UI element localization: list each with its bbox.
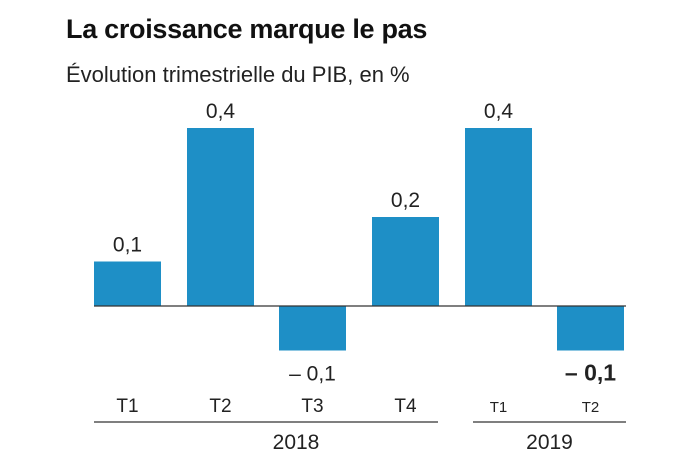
value-label-1: 0,1 (113, 234, 142, 257)
value-label-6: – 0,1 (565, 360, 616, 386)
category-label-2: T2 (209, 396, 231, 417)
bar-4 (372, 217, 439, 306)
chart-title: La croissance marque le pas (66, 14, 428, 44)
category-label-1: T1 (116, 396, 138, 417)
bar-5 (465, 128, 532, 306)
value-label-2: 0,4 (206, 100, 236, 123)
year-groups: 2018 2019 (94, 421, 626, 454)
group-label-2019: 2019 (526, 431, 573, 454)
bar-1 (94, 261, 161, 306)
category-label-3: T3 (301, 396, 323, 417)
bar-6 (557, 306, 624, 351)
group-label-2018: 2018 (273, 431, 320, 454)
value-label-5: 0,4 (484, 100, 514, 123)
value-label-3: – 0,1 (289, 363, 336, 386)
value-labels: 0,1 0,4 – 0,1 0,2 0,4 – 0,1 (113, 100, 616, 386)
chart-subtitle: Évolution trimestrielle du PIB, en % (66, 62, 410, 87)
category-ticks: T1 T2 T3 T4 T1 T2 (116, 396, 599, 417)
bars (94, 128, 624, 351)
value-label-4: 0,2 (391, 189, 420, 212)
category-label-6: T2 (582, 399, 600, 416)
bar-3 (279, 306, 346, 351)
bar-2 (187, 128, 254, 306)
category-label-5: T1 (490, 399, 508, 416)
category-label-4: T4 (394, 396, 417, 417)
